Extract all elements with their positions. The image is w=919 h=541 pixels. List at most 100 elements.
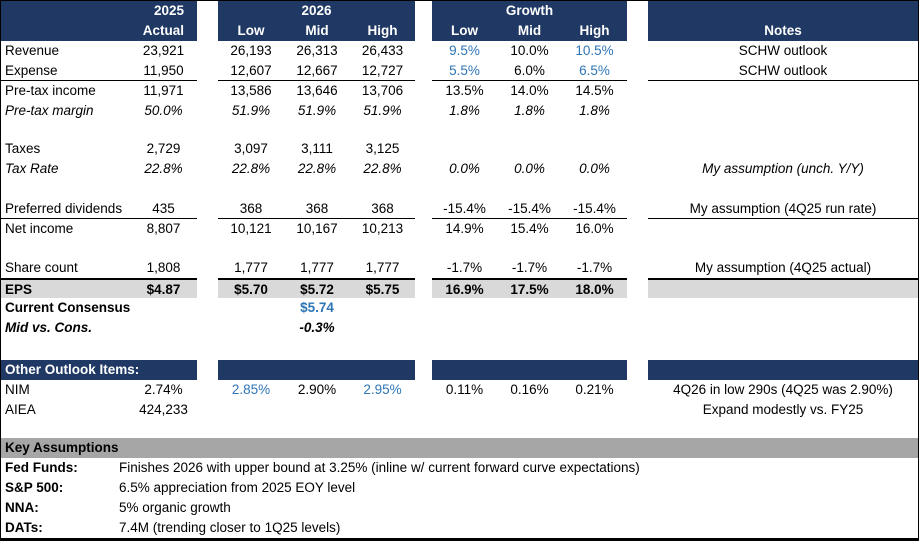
header-2026-high: High (350, 21, 415, 41)
assumption-dats: DATs: 7.4M (trending closer to 1Q25 leve… (1, 518, 918, 538)
assumption-sp500-text: 6.5% appreciation from 2025 EOY level (119, 480, 356, 495)
expense-growth-mid: 6.0% (497, 61, 562, 81)
tax-rate-growth-high: 0.0% (579, 161, 610, 176)
nim-note: 4Q26 in low 290s (4Q25 was 2.90%) (673, 382, 893, 397)
revenue-label: Revenue (5, 43, 60, 58)
header-actual-label: Actual (1, 21, 197, 41)
tax-rate-actual: 22.8% (144, 161, 183, 176)
expense-high: 12,727 (350, 61, 415, 81)
assumption-sp500-label: S&P 500: (5, 480, 64, 495)
pretax-income-mid: 13,646 (296, 83, 338, 98)
nim-mid: 2.90% (297, 382, 337, 397)
pretax-margin-row: Pre-tax margin 50.0% 51.9% 51.9% 51.9% 1… (1, 101, 918, 121)
eps-mid: $5.72 (284, 278, 350, 298)
pretax-margin-low: 51.9% (231, 103, 271, 118)
share-count-growth-low: -1.7% (446, 260, 483, 275)
pretax-margin-growth-low: 1.8% (449, 103, 480, 118)
preferred-dividends-note: My assumption (4Q25 run rate) (648, 199, 918, 219)
expense-mid: 12,667 (284, 61, 350, 81)
assumption-nna-label: NNA: (5, 500, 39, 515)
share-count-mid: 1,777 (300, 260, 334, 275)
taxes-label: Taxes (5, 141, 41, 156)
current-consensus-row: Current Consensus $5.74 (1, 298, 918, 318)
expense-low: 12,607 (218, 61, 284, 81)
spacer (1, 121, 918, 139)
other-outlook-section-row: Other Outlook Items: (1, 360, 918, 380)
eps-high: $5.75 (350, 278, 415, 298)
net-income-mid: 10,167 (296, 221, 338, 236)
pretax-margin-growth-mid: 1.8% (514, 103, 545, 118)
taxes-row: Taxes 2,729 3,097 3,111 3,125 (1, 139, 918, 159)
net-income-row: Net income 8,807 10,121 10,167 10,213 14… (1, 219, 918, 239)
revenue-row: Revenue 23,921 26,193 26,313 26,433 9.5%… (1, 41, 918, 61)
revenue-mid: 26,313 (296, 43, 338, 58)
header-2026-mid: Mid (284, 21, 350, 41)
assumption-dats-label: DATs: (5, 520, 43, 535)
expense-growth-low: 5.5% (432, 61, 497, 81)
header-row-1: 2025 2026 Growth (1, 1, 918, 21)
tax-rate-low: 22.8% (231, 161, 271, 176)
pretax-income-high: 13,706 (361, 83, 404, 98)
share-count-high: 1,777 (365, 260, 400, 275)
nim-growth-high: 0.21% (575, 382, 614, 397)
pretax-margin-high: 51.9% (363, 103, 402, 118)
aiea-actual: 424,233 (139, 402, 188, 417)
share-count-row: Share count 1,808 1,777 1,777 1,777 -1.7… (1, 258, 918, 278)
taxes-mid: 3,111 (301, 141, 333, 156)
nim-label: NIM (5, 382, 30, 397)
pretax-margin-growth-high: 1.8% (579, 103, 610, 118)
key-assumptions-section-title: Key Assumptions (1, 438, 918, 458)
preferred-dividends-label: Preferred dividends (1, 199, 130, 219)
tax-rate-row: Tax Rate 22.8% 22.8% 22.8% 22.8% 0.0% 0.… (1, 159, 918, 179)
tax-rate-label: Tax Rate (5, 161, 59, 176)
aiea-row: AIEA 424,233 Expand modestly vs. FY25 (1, 400, 918, 420)
share-count-low: 1,777 (234, 260, 268, 275)
expense-actual: 11,950 (130, 61, 197, 81)
assumption-fed-funds-text: Finishes 2026 with upper bound at 3.25% … (119, 460, 640, 475)
current-consensus-label: Current Consensus (5, 300, 130, 315)
eps-row: EPS $4.87 $5.70 $5.72 $5.75 16.9% 17.5% … (1, 278, 918, 298)
preferred-dividends-growth-mid: -15.4% (497, 199, 562, 219)
other-outlook-section-title: Other Outlook Items: (1, 360, 197, 380)
nim-growth-low: 0.11% (445, 382, 484, 397)
aiea-note: Expand modestly vs. FY25 (702, 402, 864, 417)
aiea-label: AIEA (5, 402, 36, 417)
tax-rate-mid: 22.8% (297, 161, 337, 176)
assumption-fed-funds: Fed Funds: Finishes 2026 with upper boun… (1, 458, 918, 478)
net-income-growth-low: 14.9% (445, 221, 484, 236)
header-notes-bar-top (648, 1, 918, 21)
expense-growth-high: 6.5% (562, 61, 627, 81)
tax-rate-high: 22.8% (363, 161, 402, 176)
share-count-actual: 1,808 (146, 260, 181, 275)
nim-actual: 2.74% (144, 382, 183, 397)
other-outlook-bar-growth (432, 360, 627, 380)
eps-growth-high: 18.0% (562, 278, 627, 298)
preferred-dividends-actual: 435 (130, 199, 197, 219)
revenue-high: 26,433 (361, 43, 404, 58)
preferred-dividends-low: 368 (218, 199, 284, 219)
pretax-income-growth-low: 13.5% (445, 83, 484, 98)
header-growth-mid: Mid (497, 21, 562, 41)
eps-label: EPS (1, 278, 130, 298)
header-notes-label: Notes (648, 21, 918, 41)
share-count-growth-high: -1.7% (576, 260, 613, 275)
eps-note-cell (648, 278, 918, 298)
other-outlook-bar-2026 (218, 360, 415, 380)
preferred-dividends-high: 368 (350, 199, 415, 219)
net-income-actual: 8,807 (146, 221, 181, 236)
assumption-nna-text: 5% organic growth (119, 500, 231, 515)
preferred-dividends-row: Preferred dividends 435 368 368 368 -15.… (1, 199, 918, 219)
eps-growth-low: 16.9% (432, 278, 497, 298)
mid-vs-cons-row: Mid vs. Cons. -0.3% (1, 318, 918, 338)
spacer (1, 338, 918, 360)
pretax-margin-actual: 50.0% (144, 103, 183, 118)
spacer (1, 420, 918, 438)
share-count-note: My assumption (4Q25 actual) (694, 260, 872, 275)
nim-high: 2.95% (363, 382, 402, 397)
preferred-dividends-growth-high: -15.4% (562, 199, 627, 219)
eps-growth-mid: 17.5% (497, 278, 562, 298)
nim-low: 2.85% (231, 382, 271, 397)
net-income-high: 10,213 (361, 221, 404, 236)
tax-rate-growth-mid: 0.0% (514, 161, 545, 176)
